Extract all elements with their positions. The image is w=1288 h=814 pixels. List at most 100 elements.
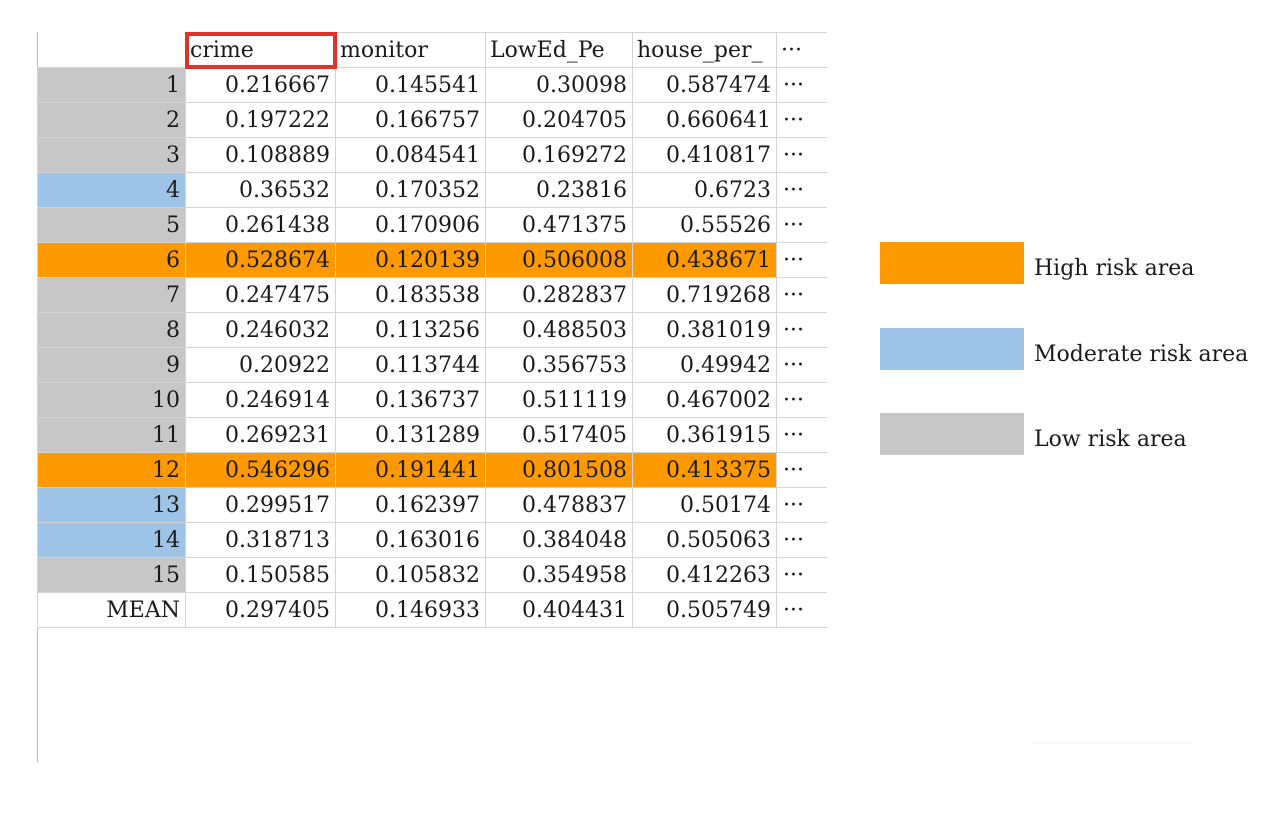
more-cell[interactable]: ··· (776, 277, 827, 313)
more-cell[interactable]: ··· (776, 137, 827, 173)
more-cell[interactable]: ··· (776, 592, 827, 628)
row-index-cell[interactable]: 5 (37, 207, 186, 243)
row-index-cell[interactable]: 10 (37, 382, 186, 418)
table-cell[interactable]: 0.170352 (335, 172, 486, 208)
more-cell[interactable]: ··· (776, 417, 827, 453)
table-cell[interactable]: 0.246914 (185, 382, 336, 418)
row-index-cell[interactable]: 4 (37, 172, 186, 208)
more-cell[interactable]: ··· (776, 172, 827, 208)
table-cell[interactable]: 0.361915 (632, 417, 777, 453)
row-index-cell[interactable]: MEAN (37, 592, 186, 628)
table-cell[interactable]: 0.50174 (632, 487, 777, 523)
table-cell[interactable]: 0.108889 (185, 137, 336, 173)
table-cell[interactable]: 0.146933 (335, 592, 486, 628)
column-header-house-per[interactable]: house_per_ (632, 32, 777, 68)
table-cell[interactable]: 0.20922 (185, 347, 336, 383)
row-index-cell[interactable]: 15 (37, 557, 186, 593)
table-cell[interactable]: 0.587474 (632, 67, 777, 103)
more-cell[interactable]: ··· (776, 522, 827, 558)
table-cell[interactable]: 0.163016 (335, 522, 486, 558)
table-cell[interactable]: 0.55526 (632, 207, 777, 243)
table-cell[interactable]: 0.169272 (485, 137, 633, 173)
table-cell[interactable]: 0.105832 (335, 557, 486, 593)
row-index-cell[interactable]: 13 (37, 487, 186, 523)
column-header-crime[interactable]: crime (184, 31, 337, 69)
table-cell[interactable]: 0.384048 (485, 522, 633, 558)
table-cell[interactable]: 0.660641 (632, 102, 777, 138)
table-cell[interactable]: 0.506008 (485, 242, 633, 278)
table-cell[interactable]: 0.801508 (485, 452, 633, 488)
more-cell[interactable]: ··· (776, 207, 827, 243)
table-cell[interactable]: 0.297405 (185, 592, 336, 628)
row-index-cell[interactable]: 1 (37, 67, 186, 103)
table-cell[interactable]: 0.488503 (485, 312, 633, 348)
table-cell[interactable]: 0.505749 (632, 592, 777, 628)
table-cell[interactable]: 0.30098 (485, 67, 633, 103)
table-cell[interactable]: 0.261438 (185, 207, 336, 243)
table-cell[interactable]: 0.528674 (185, 242, 336, 278)
table-cell[interactable]: 0.23816 (485, 172, 633, 208)
more-cell[interactable]: ··· (776, 312, 827, 348)
row-index-cell[interactable]: 11 (37, 417, 186, 453)
table-cell[interactable]: 0.136737 (335, 382, 486, 418)
table-cell[interactable]: 0.517405 (485, 417, 633, 453)
table-cell[interactable]: 0.511119 (485, 382, 633, 418)
table-cell[interactable]: 0.318713 (185, 522, 336, 558)
table-cell[interactable]: 0.412263 (632, 557, 777, 593)
column-header-monitor[interactable]: monitor (335, 32, 486, 68)
row-index-cell[interactable]: 12 (37, 452, 186, 488)
table-cell[interactable]: 0.478837 (485, 487, 633, 523)
table-cell[interactable]: 0.183538 (335, 277, 486, 313)
table-cell[interactable]: 0.113744 (335, 347, 486, 383)
table-cell[interactable]: 0.354958 (485, 557, 633, 593)
column-header-lowed[interactable]: LowEd_Pe (485, 32, 633, 68)
more-cell[interactable]: ··· (776, 67, 827, 103)
table-cell[interactable]: 0.546296 (185, 452, 336, 488)
table-cell[interactable]: 0.269231 (185, 417, 336, 453)
row-index-cell[interactable]: 14 (37, 522, 186, 558)
table-cell[interactable]: 0.381019 (632, 312, 777, 348)
table-cell[interactable]: 0.150585 (185, 557, 336, 593)
row-index-cell[interactable]: 7 (37, 277, 186, 313)
table-cell[interactable]: 0.162397 (335, 487, 486, 523)
table-cell[interactable]: 0.438671 (632, 242, 777, 278)
table-cell[interactable]: 0.404431 (485, 592, 633, 628)
table-cell[interactable]: 0.36532 (185, 172, 336, 208)
table-cell[interactable]: 0.6723 (632, 172, 777, 208)
row-index-cell[interactable]: 2 (37, 102, 186, 138)
table-cell[interactable]: 0.413375 (632, 452, 777, 488)
table-cell[interactable]: 0.197222 (185, 102, 336, 138)
more-cell[interactable]: ··· (776, 102, 827, 138)
table-cell[interactable]: 0.356753 (485, 347, 633, 383)
table-cell[interactable]: 0.113256 (335, 312, 486, 348)
row-index-cell[interactable]: 3 (37, 137, 186, 173)
more-cell[interactable]: ··· (776, 487, 827, 523)
more-cell[interactable]: ··· (776, 242, 827, 278)
table-cell[interactable]: 0.131289 (335, 417, 486, 453)
table-cell[interactable]: 0.282837 (485, 277, 633, 313)
more-cell[interactable]: ··· (776, 382, 827, 418)
row-index-cell[interactable]: 9 (37, 347, 186, 383)
table-cell[interactable]: 0.084541 (335, 137, 486, 173)
more-cell[interactable]: ··· (776, 347, 827, 383)
more-cell[interactable]: ··· (776, 452, 827, 488)
table-cell[interactable]: 0.471375 (485, 207, 633, 243)
table-cell[interactable]: 0.247475 (185, 277, 336, 313)
table-cell[interactable]: 0.170906 (335, 207, 486, 243)
table-cell[interactable]: 0.246032 (185, 312, 336, 348)
row-index-cell[interactable]: 6 (37, 242, 186, 278)
table-cell[interactable]: 0.166757 (335, 102, 486, 138)
more-cell[interactable]: ··· (776, 557, 827, 593)
table-cell[interactable]: 0.410817 (632, 137, 777, 173)
table-cell[interactable]: 0.505063 (632, 522, 777, 558)
table-cell[interactable]: 0.719268 (632, 277, 777, 313)
table-cell[interactable]: 0.467002 (632, 382, 777, 418)
table-cell[interactable]: 0.145541 (335, 67, 486, 103)
table-cell[interactable]: 0.120139 (335, 242, 486, 278)
table-cell[interactable]: 0.49942 (632, 347, 777, 383)
table-cell[interactable]: 0.204705 (485, 102, 633, 138)
table-cell[interactable]: 0.299517 (185, 487, 336, 523)
table-cell[interactable]: 0.191441 (335, 452, 486, 488)
table-cell[interactable]: 0.216667 (185, 67, 336, 103)
row-index-cell[interactable]: 8 (37, 312, 186, 348)
